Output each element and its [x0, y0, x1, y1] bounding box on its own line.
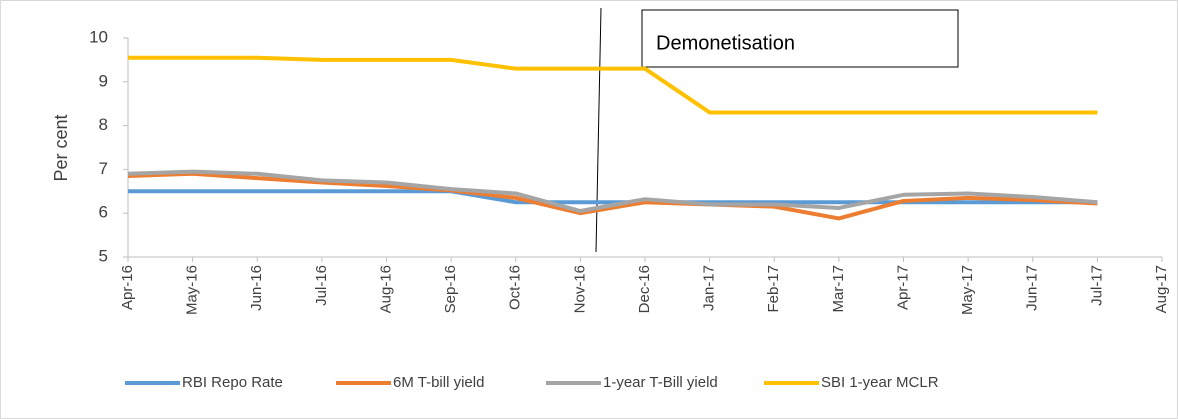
series-line: [128, 55, 1098, 115]
series-line: [127, 171, 1098, 221]
x-tick-label: Dec-16: [636, 265, 653, 313]
legend-label: SBI 1-year MCLR: [821, 374, 939, 391]
y-tick-label: 9: [99, 71, 108, 90]
annotation-box: [641, 9, 959, 68]
annotation: Demonetisation: [656, 32, 795, 54]
y-tick-label: 6: [99, 203, 108, 222]
y-tick-label: 10: [89, 27, 108, 46]
legend-label: 6M T-bill yield: [393, 374, 484, 391]
y-tick-label: 8: [99, 115, 108, 134]
x-tick-label: Sep-16: [442, 265, 459, 313]
x-tick-label: Apr-16: [119, 265, 136, 310]
y-axis-label: Per cent: [51, 114, 71, 181]
x-tick-label: Oct-16: [507, 265, 524, 310]
legend-label: 1-year T-Bill yield: [603, 374, 718, 391]
x-tick-label: Feb-17: [765, 265, 782, 313]
x-tick-label: May-17: [959, 265, 976, 315]
x-tick-label: Jun-16: [248, 265, 265, 311]
x-tick-label: Nov-16: [571, 265, 588, 313]
y-tick-label: 7: [99, 159, 108, 178]
x-tick-label: Aug-17: [1153, 265, 1170, 313]
x-tick-label: Jun-17: [1024, 265, 1041, 311]
x-tick-label: Apr-17: [894, 265, 911, 310]
x-tick-label: Jul-17: [1088, 265, 1105, 306]
x-tick-label: May-16: [184, 265, 201, 315]
x-tick-label: Aug-16: [377, 265, 394, 313]
y-tick-label: 5: [99, 246, 108, 265]
legend-label: RBI Repo Rate: [182, 374, 283, 391]
x-tick-label: Jan-17: [701, 265, 718, 311]
series-line: [128, 189, 1098, 205]
x-tick-label: Mar-17: [830, 265, 847, 313]
series-line: [127, 169, 1098, 214]
x-tick-label: Jul-16: [313, 265, 330, 306]
